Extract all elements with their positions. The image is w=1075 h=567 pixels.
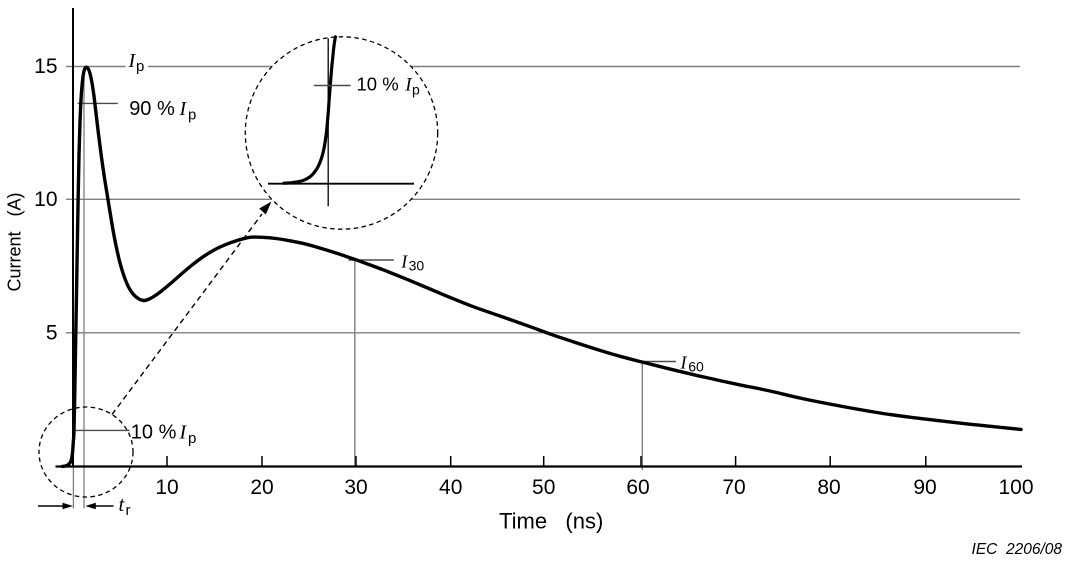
- svg-text:I: I: [128, 50, 137, 72]
- svg-text:60: 60: [626, 476, 649, 499]
- svg-text:10 %: 10 %: [131, 422, 177, 444]
- svg-text:Current (A): Current (A): [5, 192, 25, 291]
- svg-text:t: t: [119, 492, 126, 516]
- svg-text:15: 15: [34, 55, 57, 78]
- svg-text:I: I: [404, 75, 413, 96]
- svg-text:50: 50: [532, 476, 555, 499]
- svg-text:90 %: 90 %: [129, 98, 175, 120]
- svg-text:90: 90: [913, 476, 936, 499]
- svg-text:p: p: [188, 106, 196, 123]
- svg-text:I: I: [179, 422, 188, 444]
- svg-text:70: 70: [722, 476, 745, 499]
- svg-text:10 %: 10 %: [357, 74, 399, 95]
- svg-text:100: 100: [998, 476, 1033, 499]
- svg-text:80: 80: [817, 476, 840, 499]
- svg-text:I: I: [400, 252, 408, 272]
- svg-text:10: 10: [155, 476, 178, 499]
- svg-text:p: p: [188, 430, 196, 447]
- svg-text:5: 5: [46, 322, 58, 345]
- svg-text:p: p: [136, 58, 144, 75]
- svg-text:r: r: [126, 502, 131, 519]
- svg-text:30: 30: [409, 258, 425, 274]
- svg-text:IEC 2206/08: IEC 2206/08: [972, 541, 1063, 558]
- svg-text:Time (ns): Time (ns): [499, 509, 603, 534]
- svg-text:p: p: [412, 82, 420, 98]
- svg-text:40: 40: [439, 476, 462, 499]
- svg-text:60: 60: [688, 359, 704, 375]
- svg-text:I: I: [179, 98, 188, 120]
- svg-text:20: 20: [250, 476, 273, 499]
- svg-text:10: 10: [34, 188, 57, 211]
- svg-text:I: I: [680, 353, 688, 373]
- svg-text:30: 30: [344, 476, 367, 499]
